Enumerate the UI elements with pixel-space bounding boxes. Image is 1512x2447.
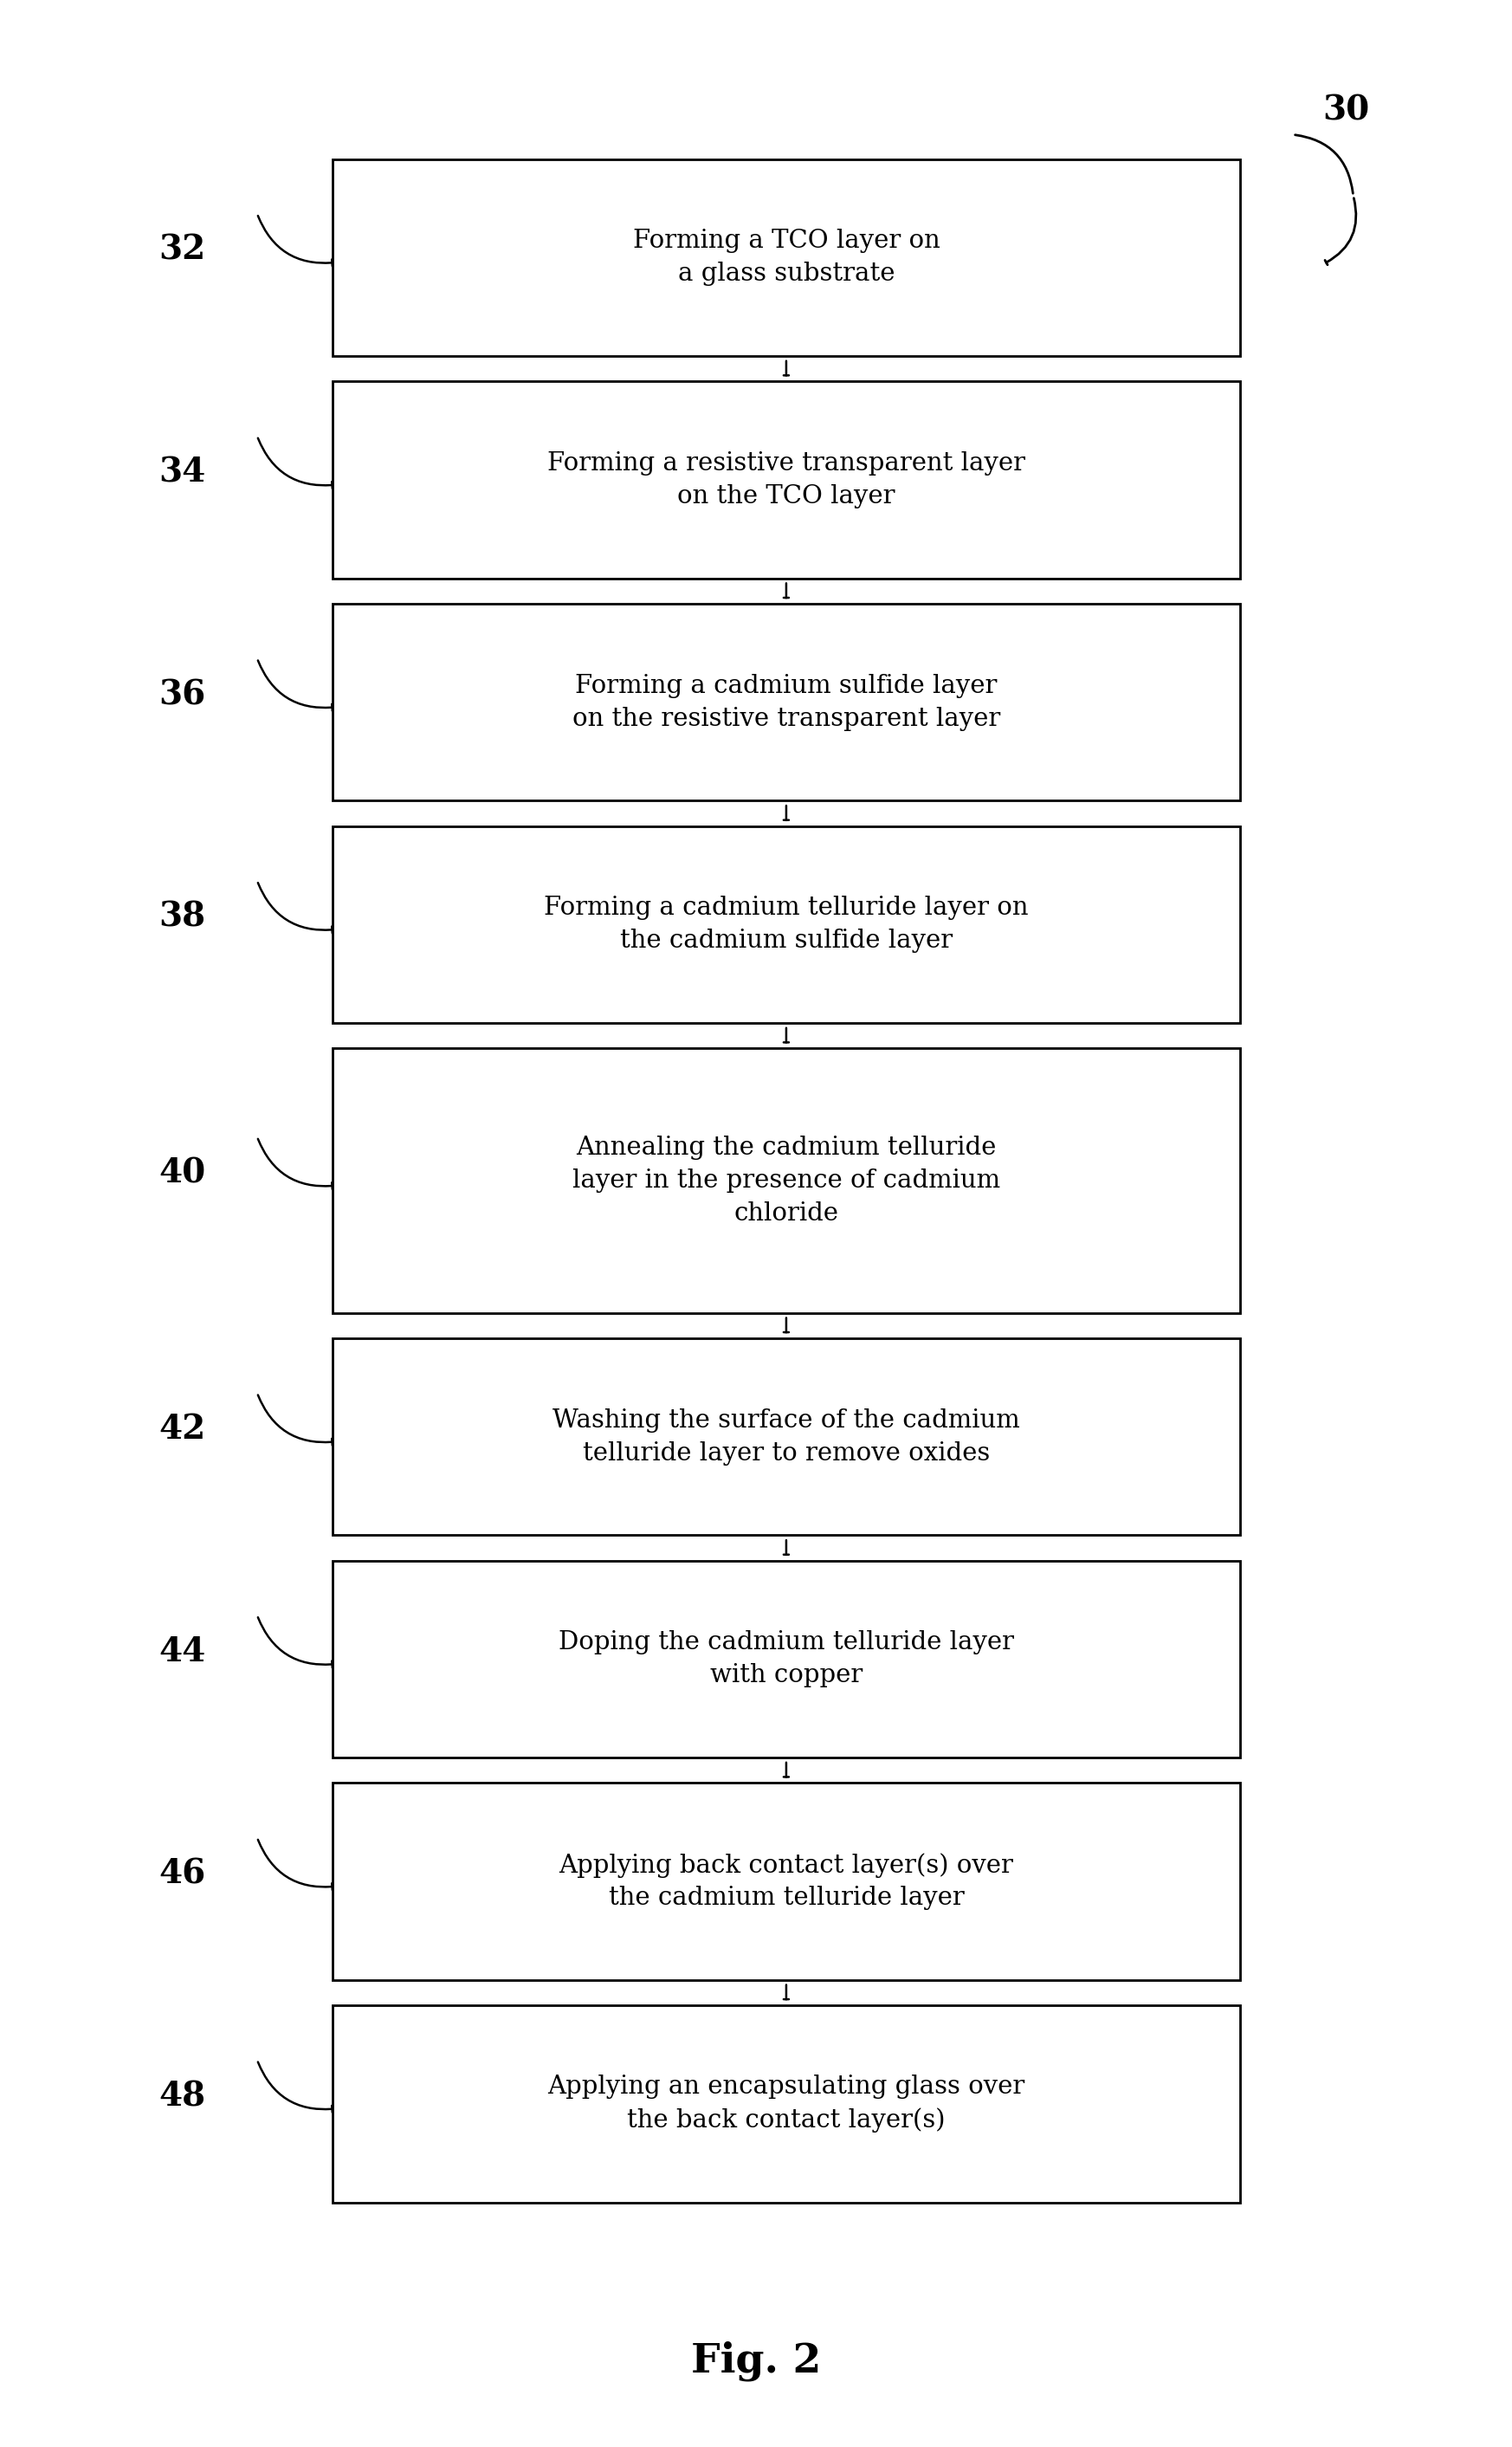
- Text: 30: 30: [1321, 93, 1370, 127]
- Text: Forming a TCO layer on
a glass substrate: Forming a TCO layer on a glass substrate: [632, 230, 940, 286]
- Text: Applying back contact layer(s) over
the cadmium telluride layer: Applying back contact layer(s) over the …: [559, 1852, 1013, 1911]
- Text: Forming a cadmium telluride layer on
the cadmium sulfide layer: Forming a cadmium telluride layer on the…: [544, 896, 1028, 954]
- Bar: [333, 827, 1240, 1023]
- Text: 36: 36: [159, 678, 206, 712]
- Bar: [333, 2004, 1240, 2202]
- Bar: [333, 604, 1240, 800]
- Text: Annealing the cadmium telluride
layer in the presence of cadmium
chloride: Annealing the cadmium telluride layer in…: [572, 1135, 1001, 1226]
- Text: 32: 32: [159, 235, 206, 267]
- Bar: [333, 1047, 1240, 1314]
- Text: 46: 46: [159, 1857, 206, 1892]
- Text: Applying an encapsulating glass over
the back contact layer(s): Applying an encapsulating glass over the…: [547, 2075, 1025, 2134]
- Text: 48: 48: [159, 2080, 206, 2112]
- Text: 42: 42: [159, 1412, 206, 1446]
- Text: 44: 44: [159, 1635, 206, 1669]
- Bar: [333, 1561, 1240, 1757]
- Text: 38: 38: [159, 900, 206, 935]
- Text: Doping the cadmium telluride layer
with copper: Doping the cadmium telluride layer with …: [558, 1630, 1015, 1688]
- Text: Forming a resistive transparent layer
on the TCO layer: Forming a resistive transparent layer on…: [547, 450, 1025, 509]
- Bar: [333, 159, 1240, 357]
- Text: Fig. 2: Fig. 2: [691, 2342, 821, 2381]
- Text: 34: 34: [159, 455, 206, 489]
- Bar: [333, 1784, 1240, 1980]
- Text: Forming a cadmium sulfide layer
on the resistive transparent layer: Forming a cadmium sulfide layer on the r…: [572, 673, 1001, 732]
- Bar: [333, 382, 1240, 577]
- Bar: [333, 1339, 1240, 1534]
- Text: 40: 40: [159, 1157, 206, 1189]
- Text: Washing the surface of the cadmium
telluride layer to remove oxides: Washing the surface of the cadmium tellu…: [552, 1407, 1021, 1466]
